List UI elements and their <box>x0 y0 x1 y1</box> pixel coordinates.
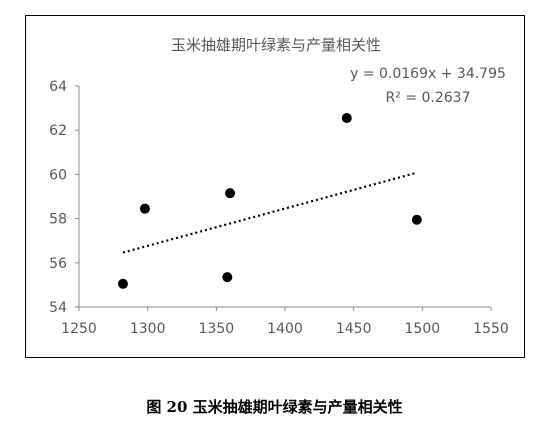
y-tick-label: 60 <box>49 167 67 183</box>
x-tick-labels: 1250 1300 1350 1400 1450 1500 1550 <box>61 307 509 337</box>
y-tick-label: 56 <box>49 256 67 272</box>
data-point <box>117 278 128 289</box>
trendline-r-squared: R² = 0.2637 <box>386 90 471 106</box>
trendline <box>122 171 418 254</box>
data-point <box>411 214 422 225</box>
y-tick-labels: 54 56 58 60 62 64 <box>49 79 79 316</box>
y-tick-label: 62 <box>49 123 67 139</box>
x-tick-label: 1450 <box>336 321 372 337</box>
y-tick-label: 54 <box>49 300 67 316</box>
chart-frame <box>25 15 525 358</box>
data-point <box>341 113 352 124</box>
data-point <box>139 203 150 214</box>
x-tick-label: 1400 <box>267 321 303 337</box>
y-tick-label: 64 <box>49 79 67 95</box>
data-point <box>225 188 236 199</box>
x-tick-label: 1250 <box>61 321 97 337</box>
data-points <box>117 113 422 289</box>
trendline-equation: y = 0.0169x + 34.795 <box>350 66 506 82</box>
x-tick-label: 1300 <box>130 321 166 337</box>
x-tick-label: 1350 <box>199 321 235 337</box>
data-point <box>222 272 233 283</box>
x-tick-label: 1500 <box>405 321 441 337</box>
chart-title: 玉米抽雄期叶绿素与产量相关性 <box>171 36 381 54</box>
y-tick-label: 58 <box>49 212 67 228</box>
figure-caption: 图 20 玉米抽雄期叶绿素与产量相关性 <box>146 398 403 416</box>
x-tick-label: 1550 <box>473 321 509 337</box>
